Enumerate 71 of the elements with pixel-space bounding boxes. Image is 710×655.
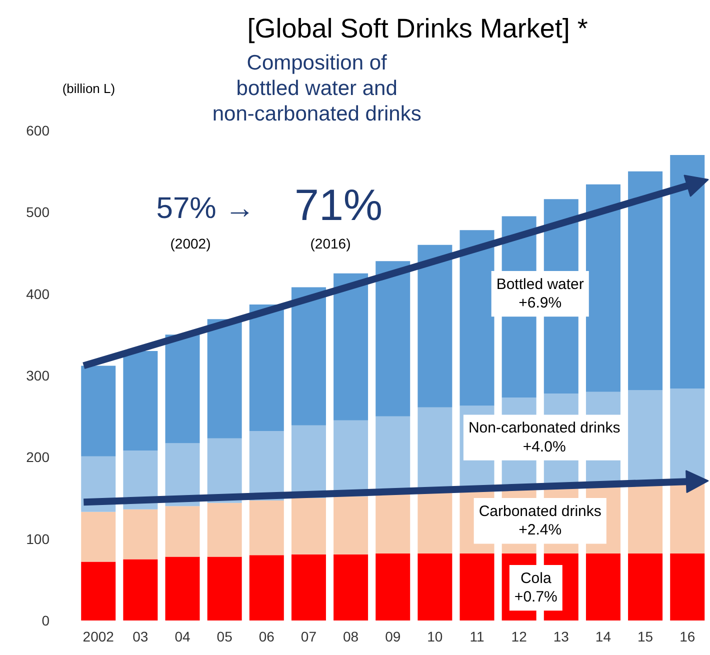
bar [207,502,242,557]
annotation: Carbonated drinks +2.4% [478,503,602,539]
bar [628,554,663,620]
annotation: Bottled water +6.9% [496,276,584,312]
bar [334,273,368,420]
x-tick-label: 2002 [82,628,114,644]
bar [418,244,452,408]
chart-title: [Global Soft Drinks Market] * [247,14,588,44]
y-tick-label: 100 [26,530,50,547]
y-tick-label: 0 [42,612,50,628]
x-tick-label: 12 [511,628,528,644]
annotation: 71% [294,181,383,230]
x-tick-label: 11 [470,628,484,644]
bar [334,496,368,554]
bar [586,554,620,620]
annotation: Cola +0.7% [514,570,558,606]
x-tick-label: 14 [595,628,612,644]
text: Composition of bottled water and non-carbonated drinks [212,52,422,126]
x-tick-label: 05 [216,628,233,644]
x-tick-label: 15 [638,628,654,644]
bar [418,491,452,554]
bar [123,351,158,451]
bar [165,506,200,557]
bar [376,554,410,620]
y-tick-label: 300 [26,368,50,384]
bar [81,562,116,620]
y-tick-label: 400 [26,286,50,302]
y-axis-title: (billion L) [62,81,116,96]
bar [670,554,705,620]
bar [81,512,116,562]
x-tick-label: 03 [132,628,148,644]
annotation: 57% → [156,192,255,225]
x-tick-label: 09 [385,628,401,644]
bar [376,261,410,416]
y-tick-label: 200 [26,449,50,466]
bar [249,431,284,500]
bar [165,334,200,444]
bar [628,171,663,390]
y-tick-label: 500 [26,204,50,220]
bar [291,554,326,620]
bar [165,556,200,620]
bar [123,509,158,560]
annotation: (2002) [170,236,211,252]
bar [249,555,284,620]
bar [249,304,284,432]
x-tick-label: 06 [258,628,275,644]
x-tick-label: 10 [427,628,443,644]
bar [334,420,368,496]
bar [586,184,620,392]
bar [628,484,663,554]
bar [123,559,158,620]
bar [81,366,116,456]
bar [291,498,326,554]
bar [376,494,410,554]
bar [249,500,284,556]
bar [460,554,494,620]
bar [291,287,326,426]
bar [460,230,494,406]
annotation: (2016) [310,236,351,252]
bar [418,554,452,620]
bar [291,425,326,498]
bar [207,556,242,620]
x-tick-label: 13 [553,628,570,644]
annotation: Non-carbonated drinks +4.0% [468,420,620,456]
y-tick-label: 600 [26,122,50,138]
x-tick-label: 04 [174,628,191,644]
x-tick-label: 08 [343,628,359,644]
x-tick-label: 16 [680,628,696,644]
x-tick-label: 07 [300,628,317,644]
bar [207,319,242,438]
bar [334,554,368,620]
